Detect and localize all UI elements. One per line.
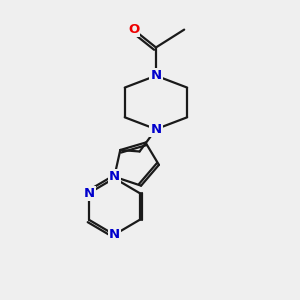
Text: O: O <box>128 23 139 36</box>
Text: N: N <box>150 123 161 136</box>
Text: N: N <box>109 228 120 241</box>
Text: N: N <box>83 187 94 200</box>
Text: N: N <box>150 69 161 82</box>
Text: N: N <box>109 170 120 183</box>
